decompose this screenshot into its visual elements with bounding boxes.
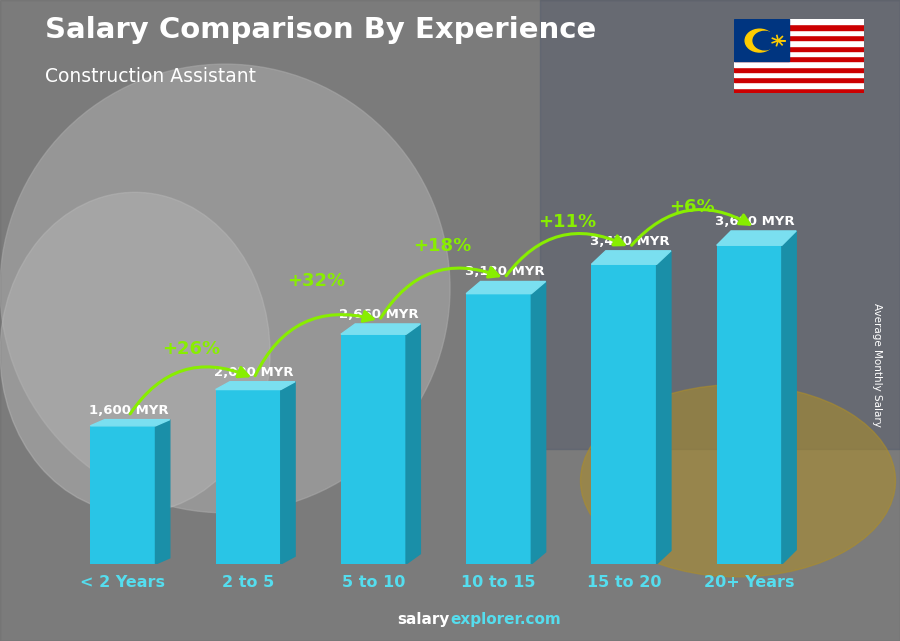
Text: 1,600 MYR: 1,600 MYR — [89, 404, 168, 417]
Bar — [734, 35, 864, 40]
Bar — [734, 24, 864, 29]
Bar — [540, 0, 900, 449]
Bar — [716, 246, 782, 564]
Bar — [90, 426, 156, 564]
Text: +6%: +6% — [670, 198, 716, 216]
Polygon shape — [531, 281, 545, 564]
Text: 3,470 MYR: 3,470 MYR — [590, 235, 670, 248]
Bar — [341, 334, 406, 564]
Text: +32%: +32% — [287, 272, 346, 290]
Bar — [466, 294, 531, 564]
Ellipse shape — [0, 64, 450, 513]
Polygon shape — [156, 420, 170, 564]
Text: Salary Comparison By Experience: Salary Comparison By Experience — [45, 16, 596, 44]
Polygon shape — [216, 381, 295, 390]
Bar — [734, 51, 864, 56]
Bar — [734, 67, 864, 72]
Bar — [734, 40, 864, 46]
Text: Construction Assistant: Construction Assistant — [45, 67, 256, 87]
Bar — [734, 62, 864, 67]
Bar — [734, 46, 864, 51]
Polygon shape — [657, 251, 670, 564]
Text: salary: salary — [398, 612, 450, 627]
Polygon shape — [591, 251, 670, 264]
Text: 2,660 MYR: 2,660 MYR — [339, 308, 419, 321]
Polygon shape — [90, 420, 170, 426]
Text: +18%: +18% — [413, 237, 471, 256]
Ellipse shape — [0, 192, 270, 513]
Text: +26%: +26% — [162, 340, 220, 358]
Bar — [216, 390, 281, 564]
Text: +11%: +11% — [538, 213, 596, 231]
Polygon shape — [716, 231, 796, 246]
Bar — [734, 19, 789, 62]
Polygon shape — [341, 324, 420, 334]
Text: 3,130 MYR: 3,130 MYR — [464, 265, 544, 278]
Polygon shape — [406, 324, 420, 564]
Bar — [734, 77, 864, 83]
Text: explorer.com: explorer.com — [450, 612, 561, 627]
Bar — [734, 29, 864, 35]
Ellipse shape — [580, 385, 896, 577]
Bar — [734, 56, 864, 62]
Text: 3,690 MYR: 3,690 MYR — [716, 215, 795, 228]
Bar — [734, 19, 864, 24]
Bar — [734, 83, 864, 88]
Polygon shape — [281, 381, 295, 564]
Bar — [734, 72, 864, 77]
Text: 2,020 MYR: 2,020 MYR — [214, 365, 293, 379]
Text: Average Monthly Salary: Average Monthly Salary — [872, 303, 883, 428]
Circle shape — [745, 29, 774, 52]
Polygon shape — [782, 231, 796, 564]
Polygon shape — [466, 281, 545, 294]
Circle shape — [753, 31, 777, 50]
Bar — [591, 264, 657, 564]
Bar — [734, 88, 864, 93]
